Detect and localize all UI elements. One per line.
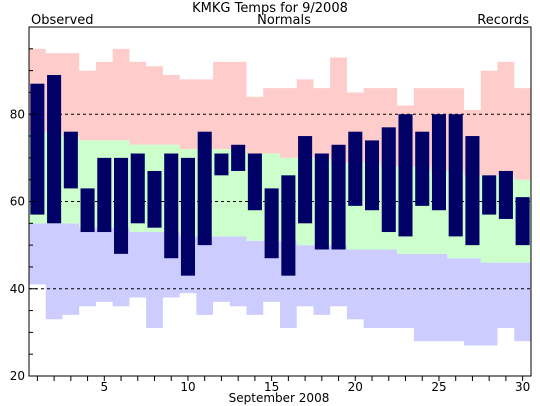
observed-bar-day-26 — [448, 114, 463, 237]
observed-bar-day-27 — [465, 136, 480, 246]
tick-marks — [29, 26, 524, 381]
observed-bar-day-30 — [515, 197, 530, 246]
observed-bar-day-25 — [431, 114, 446, 211]
x-tick-label-15: 15 — [264, 380, 279, 394]
observed-bar-day-4 — [80, 188, 95, 233]
observed-bar-day-8 — [147, 170, 162, 228]
x-axis-label: September 2008 — [229, 391, 330, 405]
observed-bar-day-19 — [331, 144, 346, 250]
observed-bar-day-23 — [398, 114, 413, 237]
y-tick-label-80: 80 — [10, 107, 25, 121]
observed-bar-day-11 — [197, 131, 212, 246]
observed-bar-day-13 — [231, 144, 246, 171]
observed-bar-day-10 — [180, 157, 195, 276]
observed-bar-day-28 — [482, 175, 497, 215]
observed-bar-day-1 — [30, 83, 45, 215]
x-tick-label-30: 30 — [515, 380, 530, 394]
observed-bars — [30, 74, 530, 276]
y-tick-label-60: 60 — [10, 195, 25, 209]
observed-bar-day-21 — [365, 140, 380, 211]
observed-bar-day-5 — [97, 157, 112, 233]
observed-bar-day-6 — [114, 157, 129, 254]
legend-records: Records — [477, 13, 529, 28]
x-tick-label-20: 20 — [348, 380, 363, 394]
x-tick-label-5: 5 — [100, 380, 108, 394]
legend-observed: Observed — [31, 13, 94, 28]
tick-labels: 5 10 15 20 25 30 20 40 60 80 — [10, 107, 531, 394]
observed-bar-day-9 — [164, 153, 179, 259]
x-tick-label-25: 25 — [431, 380, 446, 394]
observed-bar-day-3 — [63, 131, 78, 189]
observed-bar-day-17 — [298, 136, 313, 224]
observed-bar-day-16 — [281, 175, 296, 276]
legend-normals: Normals — [257, 13, 311, 28]
observed-bar-day-24 — [415, 131, 430, 206]
x-tick-label-10: 10 — [180, 380, 195, 394]
observed-bar-day-2 — [47, 74, 62, 224]
observed-bar-day-12 — [214, 153, 229, 176]
observed-bar-day-7 — [130, 153, 145, 224]
observed-bar-day-22 — [381, 127, 396, 233]
observed-bar-day-29 — [498, 170, 513, 219]
y-tick-label-20: 20 — [10, 369, 25, 383]
observed-bar-day-14 — [247, 153, 262, 211]
observed-bar-day-18 — [314, 153, 329, 250]
observed-bar-day-15 — [264, 188, 279, 259]
y-tick-label-40: 40 — [10, 282, 25, 296]
observed-bar-day-20 — [348, 131, 363, 206]
chart-title: KMKG Temps for 9/2008 — [192, 1, 348, 16]
